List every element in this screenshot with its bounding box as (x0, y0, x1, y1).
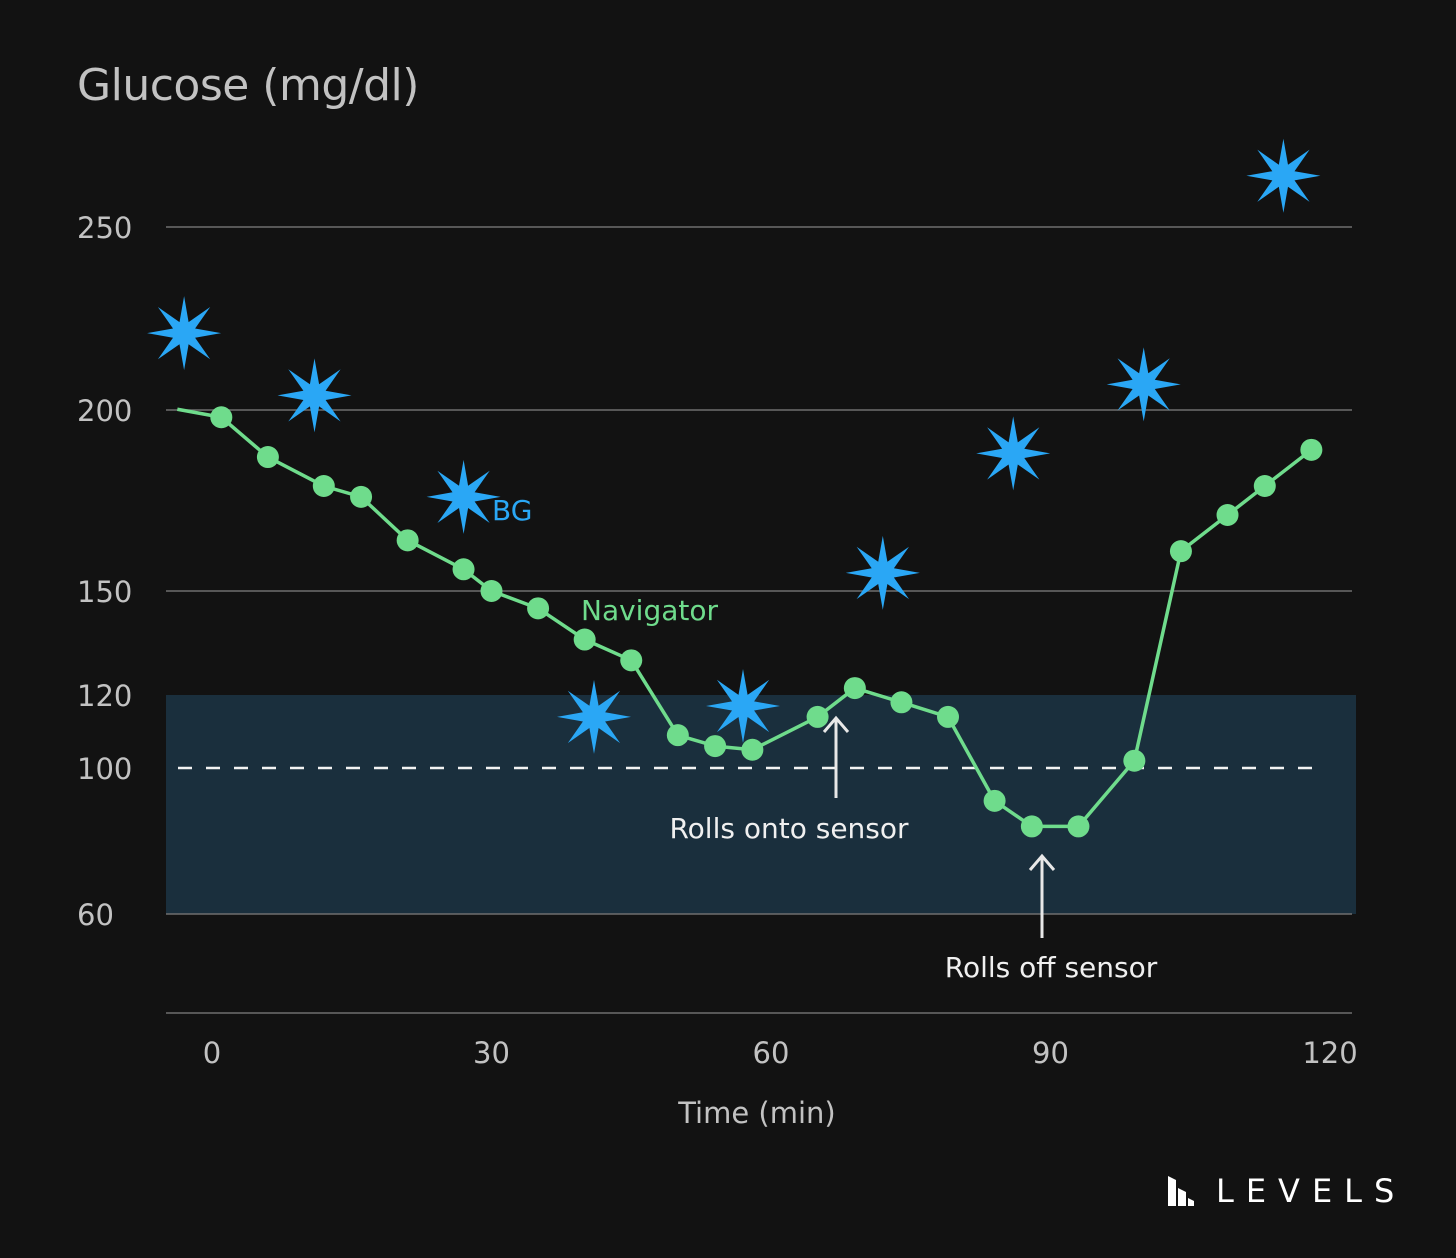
navigator-point (452, 558, 475, 581)
navigator-point (1300, 438, 1323, 461)
navigator-point (704, 735, 727, 758)
legend-navigator-label: Navigator (581, 594, 718, 627)
arrow-head-icon (1028, 853, 1056, 871)
navigator-point (312, 475, 335, 498)
bg-point-star-icon (845, 535, 920, 610)
y-tick-label: 150 (77, 575, 132, 609)
target-range-band (166, 695, 1356, 914)
navigator-point (890, 691, 913, 714)
bg-series (147, 138, 1321, 754)
navigator-point (1067, 815, 1090, 838)
navigator-point (527, 597, 550, 620)
navigator-point (256, 446, 279, 469)
annotation-rolls-off-text: Rolls off sensor (945, 951, 1158, 984)
target-range-rect (166, 695, 1356, 914)
navigator-point (573, 628, 596, 651)
bg-point-star-icon (1246, 138, 1321, 213)
x-tick-label: 90 (1032, 1036, 1069, 1070)
annotation-rolls-off: Rolls off sensor (945, 853, 1158, 984)
y-tick-label: 100 (77, 752, 132, 786)
navigator-point (1216, 503, 1239, 526)
x-tick-label: 60 (753, 1036, 790, 1070)
y-tick-label: 60 (77, 898, 114, 932)
navigator-point (1169, 540, 1192, 563)
legend-bg-label: BG (492, 494, 532, 527)
bg-point-star-icon (557, 679, 631, 754)
levels-logo-icon (1168, 1176, 1194, 1206)
navigator-point (1253, 475, 1276, 498)
navigator-point (741, 738, 764, 761)
bg-point-star-icon (147, 296, 222, 371)
y-tick-label: 250 (77, 211, 132, 245)
y-tick-label: 200 (77, 394, 132, 428)
bg-point-star-icon (706, 669, 780, 743)
navigator-point (620, 649, 643, 672)
navigator-point (983, 789, 1006, 812)
annotation-rolls-onto-text: Rolls onto sensor (669, 812, 909, 845)
navigator-point (843, 677, 866, 700)
annotation-rolls-onto: Rolls onto sensor (669, 715, 909, 845)
x-tick-label: 120 (1302, 1036, 1357, 1070)
navigator-point (1123, 749, 1146, 772)
x-tick-label: 0 (203, 1036, 221, 1070)
x-tick-label: 30 (473, 1036, 510, 1070)
levels-logo: LEVELS (1166, 1172, 1406, 1210)
x-axis-ticks: 0 30 60 90 120 (203, 1036, 1358, 1070)
navigator-point (350, 485, 373, 508)
levels-logo-text: LEVELS (1216, 1172, 1407, 1210)
bg-point-star-icon (426, 459, 501, 534)
navigator-point (480, 580, 503, 602)
gridlines (166, 226, 1352, 1014)
bg-point-star-icon (1106, 347, 1181, 422)
navigator-point (806, 705, 829, 728)
navigator-point (210, 406, 233, 429)
navigator-series (177, 406, 1323, 838)
navigator-point (1020, 815, 1043, 838)
arrow-head-icon (822, 715, 850, 733)
bg-point-star-icon (976, 416, 1051, 491)
navigator-point (666, 724, 689, 747)
x-axis-label: Time (min) (677, 1096, 836, 1130)
navigator-point (937, 705, 960, 728)
chart-title: Glucose (mg/dl) (77, 60, 419, 111)
y-tick-label: 120 (77, 679, 132, 713)
bg-point-star-icon (277, 358, 352, 433)
navigator-point (396, 529, 419, 552)
y-axis-ticks: 250 200 150 120 100 60 (77, 211, 132, 932)
